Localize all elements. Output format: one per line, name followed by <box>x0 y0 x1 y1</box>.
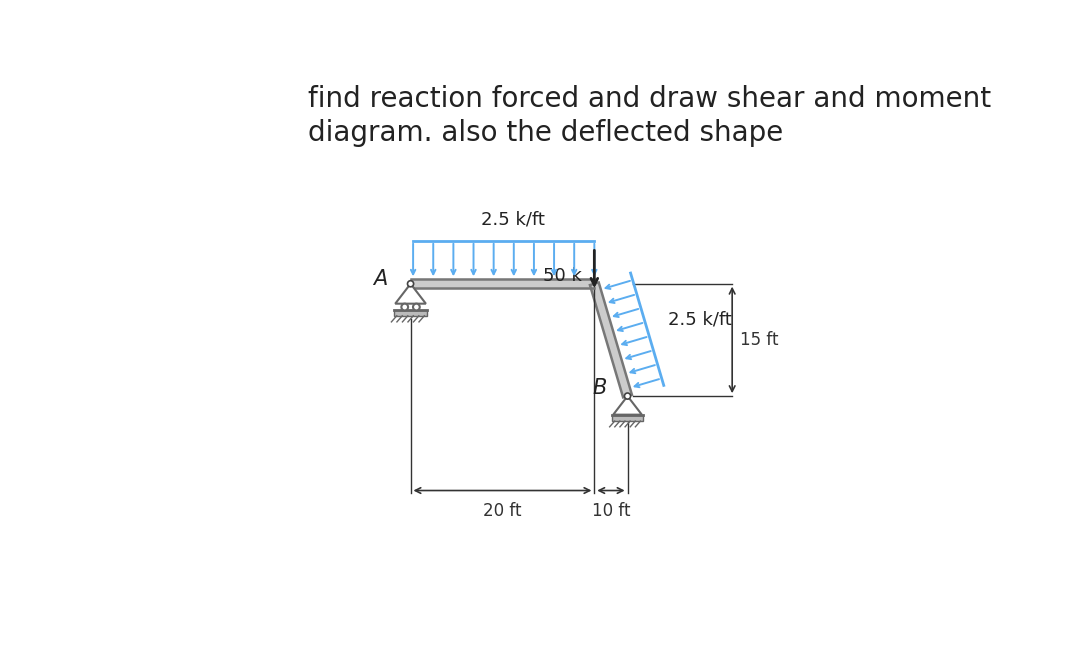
Polygon shape <box>590 282 632 397</box>
Circle shape <box>624 393 631 399</box>
Polygon shape <box>395 284 426 304</box>
Text: B: B <box>593 379 607 398</box>
Text: 10 ft: 10 ft <box>592 502 631 520</box>
Text: 20 ft: 20 ft <box>483 502 522 520</box>
Circle shape <box>407 280 414 287</box>
Text: A: A <box>374 269 388 288</box>
Text: 15 ft: 15 ft <box>740 331 779 349</box>
Circle shape <box>402 304 408 310</box>
Text: find reaction forced and draw shear and moment
diagram. also the deflected shape: find reaction forced and draw shear and … <box>309 85 991 147</box>
Polygon shape <box>611 414 644 421</box>
Text: 2.5 k/ft: 2.5 k/ft <box>667 310 731 328</box>
Text: 50 k: 50 k <box>543 267 581 285</box>
Polygon shape <box>613 396 642 414</box>
Polygon shape <box>394 310 428 316</box>
Text: 2.5 k/ft: 2.5 k/ft <box>481 210 544 228</box>
Circle shape <box>413 304 420 310</box>
